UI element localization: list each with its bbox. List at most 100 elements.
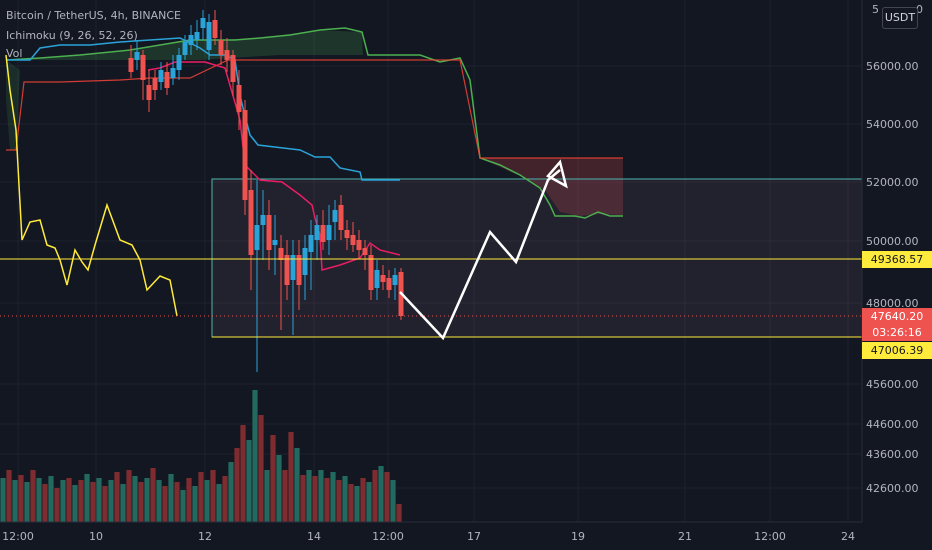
volume-bar <box>42 484 48 522</box>
volume-bar <box>378 466 384 522</box>
volume-bar <box>180 490 186 522</box>
volume-bar <box>276 455 282 522</box>
candle-body <box>302 248 308 275</box>
candle-body <box>326 225 332 240</box>
volume-legend[interactable]: Vol <box>6 47 23 60</box>
candle-body <box>242 110 248 200</box>
volume-bar <box>210 470 216 522</box>
volume-bar <box>246 440 252 522</box>
volume-bar <box>306 470 312 522</box>
candle-body <box>296 255 302 285</box>
volume-bar <box>18 475 24 522</box>
volume-bar <box>198 472 204 522</box>
volume-bar <box>216 484 222 522</box>
volume-bar <box>348 484 354 522</box>
volume-bar <box>126 470 132 522</box>
volume-bar <box>390 480 396 522</box>
forecast-arrowhead <box>546 159 568 189</box>
volume-bar <box>324 478 330 522</box>
volume-bar <box>30 470 36 522</box>
volume-bar <box>396 504 402 522</box>
volume-bar <box>144 478 150 522</box>
candle-body <box>158 70 164 82</box>
volume-bar <box>342 476 348 522</box>
price-tick-label: 44600.00 <box>866 418 919 431</box>
candle-body <box>194 32 200 40</box>
volume-bar <box>108 480 114 522</box>
candle-body <box>218 40 224 55</box>
price-tick-label: 48000.00 <box>866 297 919 310</box>
volume-bar <box>156 480 162 522</box>
candle-body <box>380 275 386 282</box>
candle-body <box>146 85 152 100</box>
price-tick-label: 56000.00 <box>866 60 919 73</box>
currency-button[interactable]: USDT <box>882 7 918 29</box>
price-tick-label: 54000.00 <box>866 118 919 131</box>
time-tick-label: 21 <box>678 530 692 543</box>
volume-layer <box>0 390 402 522</box>
volume-bar <box>258 415 264 522</box>
candle-body <box>254 225 260 250</box>
candle-body <box>200 18 206 28</box>
volume-bar <box>282 470 288 522</box>
time-tick-label: 19 <box>571 530 585 543</box>
volume-bar <box>168 474 174 522</box>
candle-body <box>362 248 368 255</box>
volume-bar <box>336 480 342 522</box>
candle-body <box>308 235 314 252</box>
volume-bar <box>102 486 108 522</box>
price-tick-label: 50000.00 <box>866 235 919 248</box>
volume-bar <box>78 480 84 522</box>
time-tick-label: 12:00 <box>754 530 786 543</box>
candle-body <box>230 55 236 82</box>
price-tick-label: 43600.00 <box>866 448 919 461</box>
candle-body <box>374 270 380 288</box>
volume-bar <box>90 482 96 522</box>
time-tick-label: 12:00 <box>372 530 404 543</box>
time-tick-label: 10 <box>89 530 103 543</box>
volume-bar <box>330 472 336 522</box>
candle-body <box>140 55 146 80</box>
volume-bar <box>96 478 102 522</box>
candle-body <box>368 255 374 290</box>
price-axis[interactable]: 56000.00 54000.00 52000.00 50000.00 48000.00… <box>866 3 923 495</box>
volume-bar <box>0 478 6 522</box>
volume-bar <box>372 470 378 522</box>
time-tick-label: 14 <box>307 530 321 543</box>
candle-body <box>134 52 140 60</box>
candle-body <box>266 215 272 250</box>
candle-body <box>320 225 326 242</box>
volume-bar <box>234 448 240 522</box>
candle-body <box>188 35 194 45</box>
volume-bar <box>72 485 78 522</box>
volume-bar <box>240 425 246 522</box>
time-tick-label: 24 <box>841 530 855 543</box>
candle-body <box>338 205 344 230</box>
candle-body <box>332 210 338 222</box>
senkou-span-b <box>6 59 623 159</box>
ichimoku-legend[interactable]: Ichimoku (9, 26, 52, 26) <box>6 29 138 42</box>
candle-body <box>206 22 212 50</box>
volume-bar <box>114 472 120 522</box>
candle-body <box>314 225 320 240</box>
volume-bar <box>60 480 66 522</box>
volume-bar <box>360 478 366 522</box>
candle-body <box>164 72 170 88</box>
time-tick-label: 17 <box>467 530 481 543</box>
symbol-legend[interactable]: Bitcoin / TetherUS, 4h, BINANCE <box>6 9 182 22</box>
volume-bar <box>54 488 60 522</box>
candle-body <box>152 78 158 90</box>
time-axis[interactable]: 12:00 10 12 14 12:00 17 19 21 12:00 24 <box>2 530 855 543</box>
volume-bar <box>192 486 198 522</box>
volume-bar <box>36 478 42 522</box>
candle-body <box>224 50 230 60</box>
volume-bar <box>384 472 390 522</box>
volume-bar <box>138 482 144 522</box>
candle-body <box>356 240 362 250</box>
volume-bar <box>48 476 54 522</box>
candle-body <box>350 235 356 245</box>
volume-bar <box>162 486 168 522</box>
candle-body <box>392 275 398 285</box>
candle-body <box>182 42 188 55</box>
